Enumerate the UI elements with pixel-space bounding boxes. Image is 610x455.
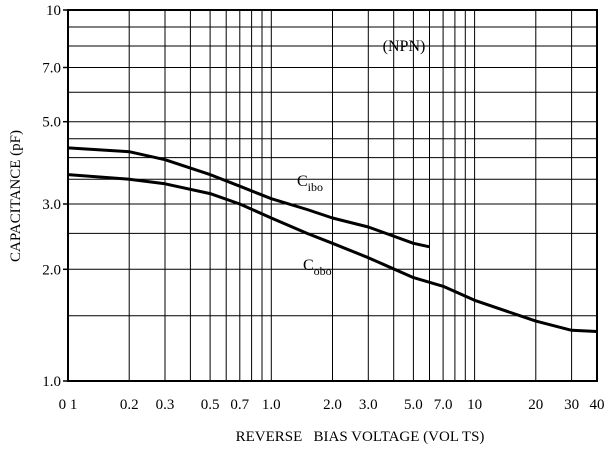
npn-annotation: (NPN) [383, 38, 426, 55]
y-tick-label: 2.0 [42, 262, 61, 278]
plot-border [67, 9, 598, 382]
series-label-cibo-main: C [297, 173, 308, 190]
series-label-cobo-sub: obo [314, 264, 332, 278]
y-tick-label: 3.0 [42, 197, 61, 213]
plot-frame [63, 9, 598, 382]
y-tick-label: 5.0 [42, 115, 61, 131]
y-tick-label: 7.0 [42, 61, 61, 77]
y-tick-label: 10 [46, 3, 61, 19]
x-tick-label: 10 [467, 397, 482, 413]
series-line-ibo [67, 146, 430, 249]
x-tick-label: 30 [564, 397, 579, 413]
x-tick-label: 0.2 [120, 397, 139, 413]
series-label-cibo: Cibo [297, 173, 323, 194]
series-label-cobo-main: C [303, 257, 314, 274]
series-label-cobo: Cobo [303, 257, 332, 278]
x-axis-title: REVERSE BIAS VOLTAGE (VOL TS) [236, 429, 485, 445]
series-layer [67, 146, 598, 333]
x-tick-label: 0.3 [156, 397, 175, 413]
x-tick-label: 40 [590, 397, 605, 413]
x-tick-label: 0.7 [230, 397, 249, 413]
x-tick-label: 5.0 [404, 397, 423, 413]
x-tick-label: 1.0 [262, 397, 281, 413]
x-tick-label: 3.0 [359, 397, 378, 413]
y-tick-label: 1.0 [42, 374, 61, 390]
grid-layer [68, 10, 597, 381]
x-tick-labels: 0 1 0.2 0.3 0.5 0.7 1.0 2.0 3.0 5.0 7.0 10 20 30 40 [59, 397, 605, 413]
x-tick-label: 7.0 [434, 397, 453, 413]
y-axis-title: CAPACITANCE (pF) [8, 130, 24, 262]
series-label-cibo-sub: ibo [308, 180, 323, 194]
x-tick-label: 2.0 [323, 397, 342, 413]
series-line-obo [67, 173, 598, 333]
y-tick-labels: 1.0 2.0 3.0 5.0 7.0 10 [42, 3, 61, 390]
x-tick-label: 0 1 [59, 397, 78, 413]
x-tick-label: 0.5 [201, 397, 220, 413]
x-tick-label: 20 [528, 397, 543, 413]
